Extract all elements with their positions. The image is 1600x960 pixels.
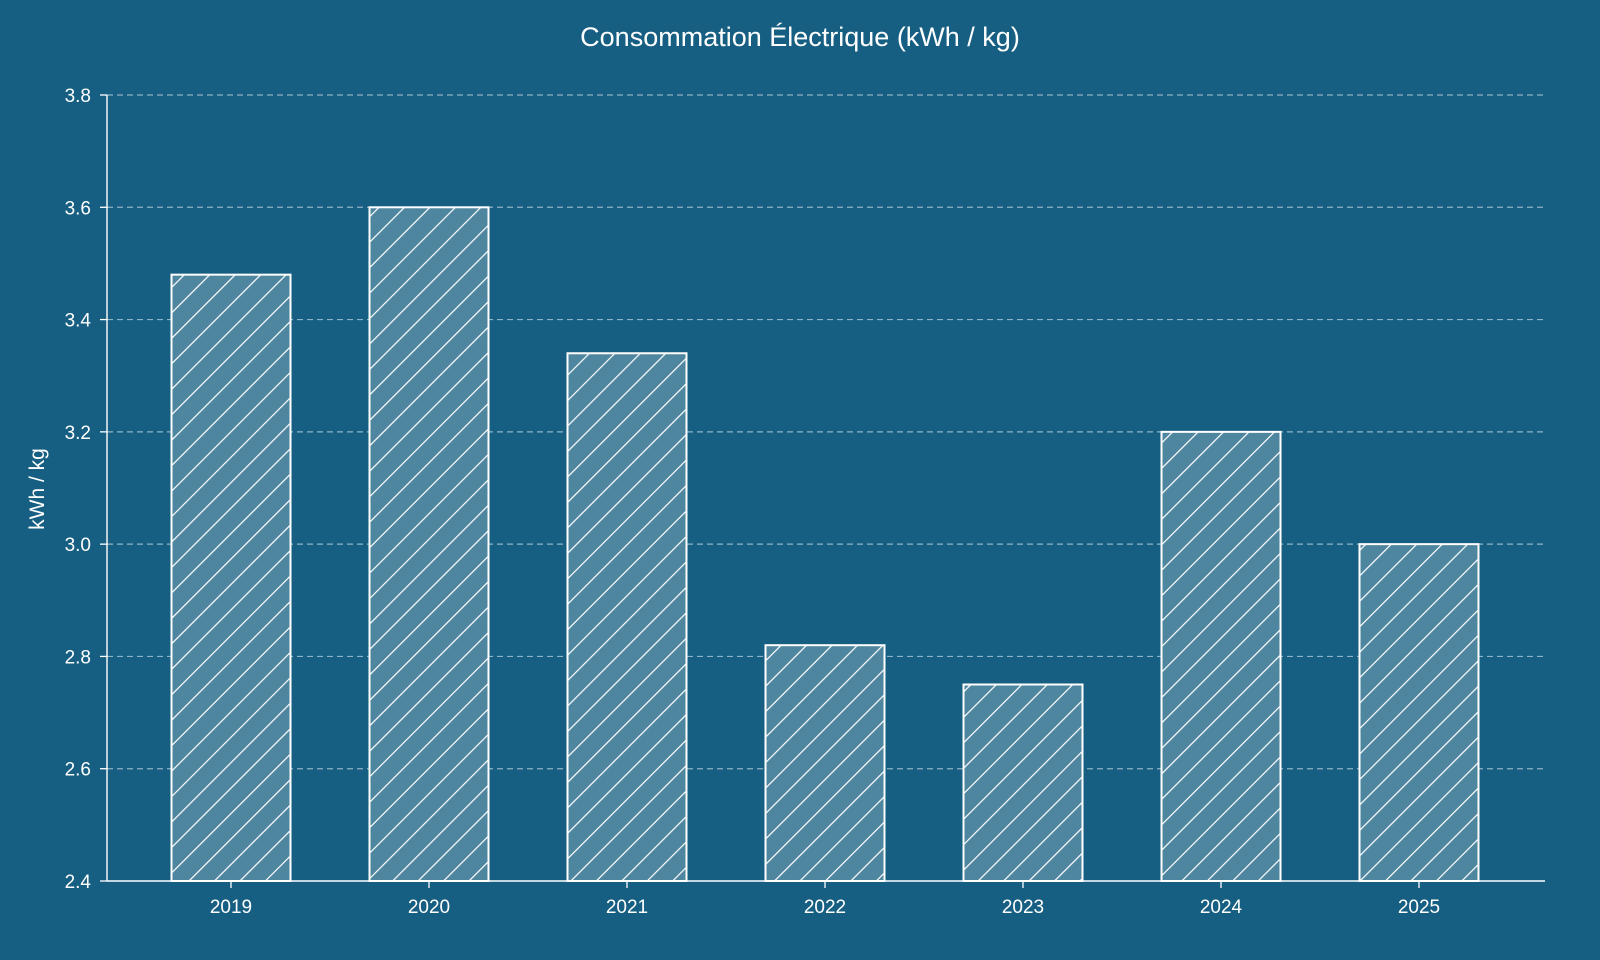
x-tick-label: 2023 (1002, 897, 1044, 918)
bar-2023 (962, 683, 1084, 882)
x-tick-label: 2025 (1398, 897, 1440, 918)
bar-2024 (1160, 430, 1282, 882)
chart-title: Consommation Électrique (kWh / kg) (580, 22, 1020, 52)
x-axis-ticks: 2019 2020 2021 2022 2023 2024 2025 (210, 881, 1440, 918)
y-tick-label: 2.8 (65, 647, 91, 668)
x-tick-label: 2024 (1200, 897, 1243, 918)
x-tick-label: 2022 (804, 897, 846, 918)
bar-2021 (566, 352, 688, 882)
bar-2025 (1358, 543, 1480, 883)
y-tick-label: 3.8 (65, 86, 91, 107)
bar-2019 (170, 273, 292, 882)
bars (170, 206, 1480, 883)
x-tick-label: 2019 (210, 897, 252, 918)
y-tick-label: 3.0 (65, 535, 91, 556)
y-tick-label: 2.4 (65, 872, 92, 893)
y-tick-label: 3.4 (65, 311, 92, 332)
y-tick-label: 2.6 (65, 760, 91, 781)
bar-2022 (764, 644, 886, 883)
y-tick-label: 3.6 (65, 198, 91, 219)
axes (106, 95, 1545, 882)
x-tick-label: 2021 (606, 897, 648, 918)
x-tick-label: 2020 (408, 897, 450, 918)
bar-2020 (368, 206, 490, 883)
y-tick-label: 3.2 (65, 423, 91, 444)
y-axis-ticks: 2.4 2.6 2.8 3.0 3.2 3.4 3.6 3.8 (65, 86, 107, 893)
